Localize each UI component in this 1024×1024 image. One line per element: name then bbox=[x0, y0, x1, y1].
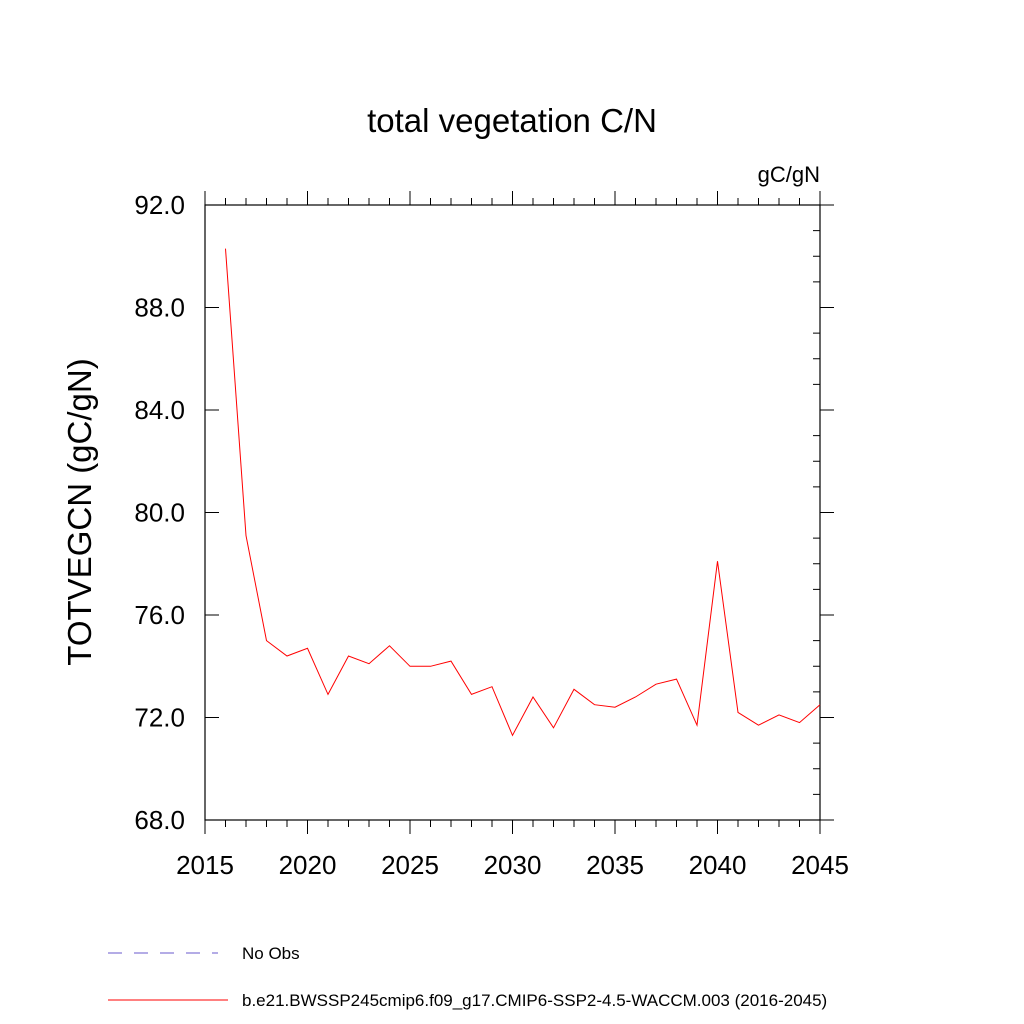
x-tick-label: 2035 bbox=[586, 850, 644, 880]
y-tick-label: 92.0 bbox=[134, 190, 185, 220]
y-tick-label: 68.0 bbox=[134, 805, 185, 835]
legend: No Obs b.e21.BWSSP245cmip6.f09_g17.CMIP6… bbox=[108, 944, 827, 1010]
plot-frame bbox=[204, 204, 821, 821]
y-axis-label: TOTVEGCN (gC/gN) bbox=[61, 358, 98, 665]
legend-label-no-obs: No Obs bbox=[242, 944, 300, 963]
x-tick-label: 2020 bbox=[279, 850, 337, 880]
x-tick-label: 2025 bbox=[381, 850, 439, 880]
units-label: gC/gN bbox=[758, 162, 820, 187]
x-tick-label: 2045 bbox=[791, 850, 849, 880]
y-tick-label: 76.0 bbox=[134, 600, 185, 630]
y-tick-labels: 68.0 72.0 76.0 80.0 84.0 88.0 92.0 bbox=[134, 190, 185, 835]
x-tick-labels: 2015 2020 2025 2030 2035 2040 2045 bbox=[176, 850, 849, 880]
y-tick-label: 72.0 bbox=[134, 703, 185, 733]
y-tick-label: 84.0 bbox=[134, 395, 185, 425]
series-layer bbox=[225, 248, 821, 737]
x-tick-label: 2040 bbox=[689, 850, 747, 880]
x-tick-label: 2015 bbox=[176, 850, 234, 880]
y-tick-label: 88.0 bbox=[134, 293, 185, 323]
x-tick-label: 2030 bbox=[484, 850, 542, 880]
chart-title: total vegetation C/N bbox=[367, 102, 657, 139]
series-line bbox=[225, 248, 821, 737]
tick-marks bbox=[204, 191, 834, 834]
legend-label-model: b.e21.BWSSP245cmip6.f09_g17.CMIP6-SSP2-4… bbox=[242, 991, 827, 1010]
y-tick-label: 80.0 bbox=[134, 498, 185, 528]
